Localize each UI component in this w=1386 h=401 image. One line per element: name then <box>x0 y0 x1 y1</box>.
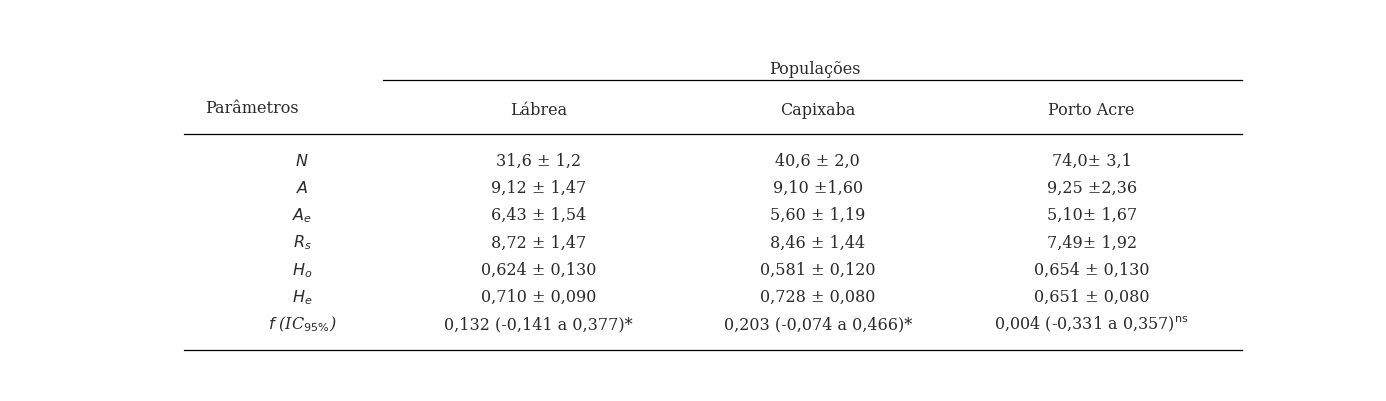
Text: 74,0± 3,1: 74,0± 3,1 <box>1052 152 1131 169</box>
Text: 0,651 ± 0,080: 0,651 ± 0,080 <box>1034 288 1149 305</box>
Text: 0,654 ± 0,130: 0,654 ± 0,130 <box>1034 261 1149 278</box>
Text: 7,49± 1,92: 7,49± 1,92 <box>1046 234 1137 251</box>
Text: 8,46 ± 1,44: 8,46 ± 1,44 <box>771 234 865 251</box>
Text: 0,004 (-0,331 a 0,357)$^{\mathrm{ns}}$: 0,004 (-0,331 a 0,357)$^{\mathrm{ns}}$ <box>995 314 1189 334</box>
Text: 0,581 ± 0,120: 0,581 ± 0,120 <box>760 261 876 278</box>
Text: 9,10 ±1,60: 9,10 ±1,60 <box>772 180 863 196</box>
Text: 0,624 ± 0,130: 0,624 ± 0,130 <box>481 261 596 278</box>
Text: 40,6 ± 2,0: 40,6 ± 2,0 <box>775 152 861 169</box>
Text: $R_s$: $R_s$ <box>292 233 312 252</box>
Text: Capixaba: Capixaba <box>780 101 855 118</box>
Text: 5,10± 1,67: 5,10± 1,67 <box>1046 207 1137 224</box>
Text: 31,6 ± 1,2: 31,6 ± 1,2 <box>496 152 581 169</box>
Text: 0,710 ± 0,090: 0,710 ± 0,090 <box>481 288 596 305</box>
Text: Porto Acre: Porto Acre <box>1048 101 1135 118</box>
Text: Parâmetros: Parâmetros <box>205 100 299 117</box>
Text: $A_e$: $A_e$ <box>292 206 312 225</box>
Text: 8,72 ± 1,47: 8,72 ± 1,47 <box>491 234 586 251</box>
Text: $H_o$: $H_o$ <box>292 260 312 279</box>
Text: Lábrea: Lábrea <box>510 101 567 118</box>
Text: $H_e$: $H_e$ <box>292 288 312 306</box>
Text: 9,25 ±2,36: 9,25 ±2,36 <box>1046 180 1137 196</box>
Text: 5,60 ± 1,19: 5,60 ± 1,19 <box>771 207 865 224</box>
Text: 0,728 ± 0,080: 0,728 ± 0,080 <box>760 288 876 305</box>
Text: Populações: Populações <box>769 61 861 77</box>
Text: $N$: $N$ <box>295 152 309 169</box>
Text: 9,12 ± 1,47: 9,12 ± 1,47 <box>491 180 586 196</box>
Text: $f$ (IC$_{95\%}$): $f$ (IC$_{95\%}$) <box>267 314 337 334</box>
Text: 0,132 (-0,141 a 0,377)*: 0,132 (-0,141 a 0,377)* <box>444 315 633 332</box>
Text: 0,203 (-0,074 a 0,466)*: 0,203 (-0,074 a 0,466)* <box>723 315 912 332</box>
Text: 6,43 ± 1,54: 6,43 ± 1,54 <box>491 207 586 224</box>
Text: $A$: $A$ <box>295 180 309 196</box>
